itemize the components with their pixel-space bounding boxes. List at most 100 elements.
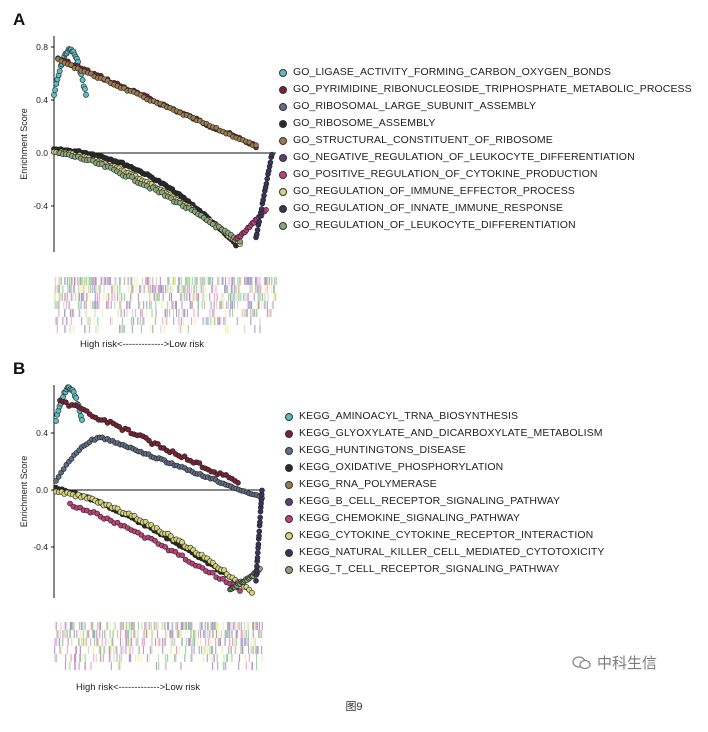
barcode-tick — [204, 301, 206, 309]
barcode-tick — [213, 301, 215, 309]
barcode-tick — [221, 646, 223, 654]
barcode-tick — [191, 646, 193, 654]
barcode-tick — [259, 622, 261, 630]
barcode-tick — [258, 285, 260, 293]
barcode-tick — [231, 622, 233, 630]
barcode-tick — [136, 277, 138, 285]
barcode-tick — [182, 622, 184, 630]
barcode-tick — [96, 293, 98, 301]
barcode-tick — [218, 630, 220, 638]
barcode-tick — [184, 293, 186, 301]
barcode-tick — [228, 646, 230, 654]
barcode-tick — [237, 301, 239, 309]
enrichment-point — [53, 417, 59, 424]
barcode-tick — [92, 301, 94, 309]
barcode-tick — [185, 622, 187, 630]
y-tick-label: 0.0 — [36, 148, 48, 158]
barcode-tick — [178, 309, 180, 317]
barcode-tick — [241, 630, 243, 638]
barcode-tick — [68, 285, 70, 293]
barcode-tick — [163, 325, 165, 333]
barcode-tick — [251, 277, 253, 285]
barcode-tick — [94, 293, 96, 301]
barcode-tick — [78, 638, 80, 646]
barcode-tick — [245, 293, 247, 301]
legend-label: GO_RIBOSOMAL_LARGE_SUBUNIT_ASSEMBLY — [293, 100, 537, 112]
barcode-tick — [69, 622, 71, 630]
barcode-tick — [95, 277, 97, 285]
barcode-tick — [131, 325, 133, 333]
barcode-tick — [240, 622, 242, 630]
barcode-tick — [119, 654, 121, 662]
barcode-tick — [188, 285, 190, 293]
enrichment-point — [181, 453, 188, 460]
barcode-tick — [176, 630, 178, 638]
barcode-tick — [73, 630, 75, 638]
legend-label: KEGG_CYTOKINE_CYTOKINE_RECEPTOR_INTERACT… — [299, 529, 594, 541]
barcode-tick — [78, 293, 80, 301]
barcode-tick — [253, 638, 255, 646]
barcode-tick — [209, 277, 211, 285]
barcode-tick — [243, 309, 245, 317]
barcode-tick — [149, 646, 151, 654]
barcode-tick — [225, 662, 227, 670]
barcode-tick — [199, 622, 201, 630]
barcode-tick — [201, 277, 203, 285]
barcode-tick — [90, 285, 92, 293]
barcode-tick — [127, 301, 129, 309]
barcode-tick — [218, 638, 220, 646]
barcode-tick — [124, 630, 126, 638]
barcode-tick — [194, 277, 196, 285]
legend-label: GO_POSITIVE_REGULATION_OF_CYTOKINE_PRODU… — [293, 168, 598, 180]
barcode-tick — [128, 654, 130, 662]
panel-a-letter: A — [13, 10, 26, 29]
barcode-tick — [259, 325, 261, 333]
legend-label: KEGG_B_CELL_RECEPTOR_SIGNALING_PATHWAY — [299, 495, 561, 507]
barcode-tick — [194, 293, 196, 301]
barcode-tick — [211, 630, 213, 638]
barcode-tick — [104, 630, 106, 638]
barcode-tick — [68, 301, 70, 309]
enrichment-point — [125, 426, 131, 433]
barcode-tick — [99, 630, 101, 638]
barcode-tick — [155, 285, 157, 293]
legend-item: KEGG_NATURAL_KILLER_CELL_MEDIATED_CYTOTO… — [285, 544, 605, 561]
barcode-tick — [259, 317, 261, 325]
barcode-tick — [79, 646, 81, 654]
barcode-tick — [183, 285, 185, 293]
barcode-tick — [242, 630, 244, 638]
barcode-tick — [226, 301, 228, 309]
barcode-tick — [248, 293, 250, 301]
barcode-tick — [109, 630, 111, 638]
barcode-tick — [127, 638, 129, 646]
barcode-tick — [213, 654, 215, 662]
legend-marker-icon — [279, 68, 287, 77]
barcode-tick — [72, 293, 74, 301]
barcode-tick — [266, 301, 268, 309]
barcode-tick — [229, 622, 231, 630]
barcode-tick — [172, 622, 174, 630]
barcode-tick — [57, 285, 59, 293]
legend-marker-icon — [279, 102, 287, 111]
enrichment-point — [129, 173, 135, 180]
legend-item: GO_PYRIMIDINE_RIBONUCLEOSIDE_TRIPHOSPHAT… — [279, 81, 692, 98]
barcode-tick — [84, 325, 86, 333]
barcode-tick — [55, 622, 57, 630]
barcode-tick — [187, 277, 189, 285]
barcode-tick — [246, 277, 248, 285]
barcode-tick — [56, 317, 58, 325]
barcode-tick — [58, 309, 60, 317]
barcode-tick — [256, 309, 258, 317]
legend-marker-icon — [279, 170, 287, 179]
barcode-tick — [218, 317, 220, 325]
barcode-tick — [149, 654, 151, 662]
legend-item: GO_LIGASE_ACTIVITY_FORMING_CARBON_OXYGEN… — [279, 64, 692, 81]
barcode-tick — [243, 638, 245, 646]
legend-label: KEGG_CHEMOKINE_SIGNALING_PATHWAY — [299, 512, 521, 524]
barcode-tick — [94, 630, 96, 638]
barcode-tick — [125, 646, 127, 654]
barcode-tick — [217, 317, 219, 325]
barcode-tick — [189, 654, 191, 662]
barcode-tick — [64, 622, 66, 630]
barcode-tick — [207, 317, 209, 325]
